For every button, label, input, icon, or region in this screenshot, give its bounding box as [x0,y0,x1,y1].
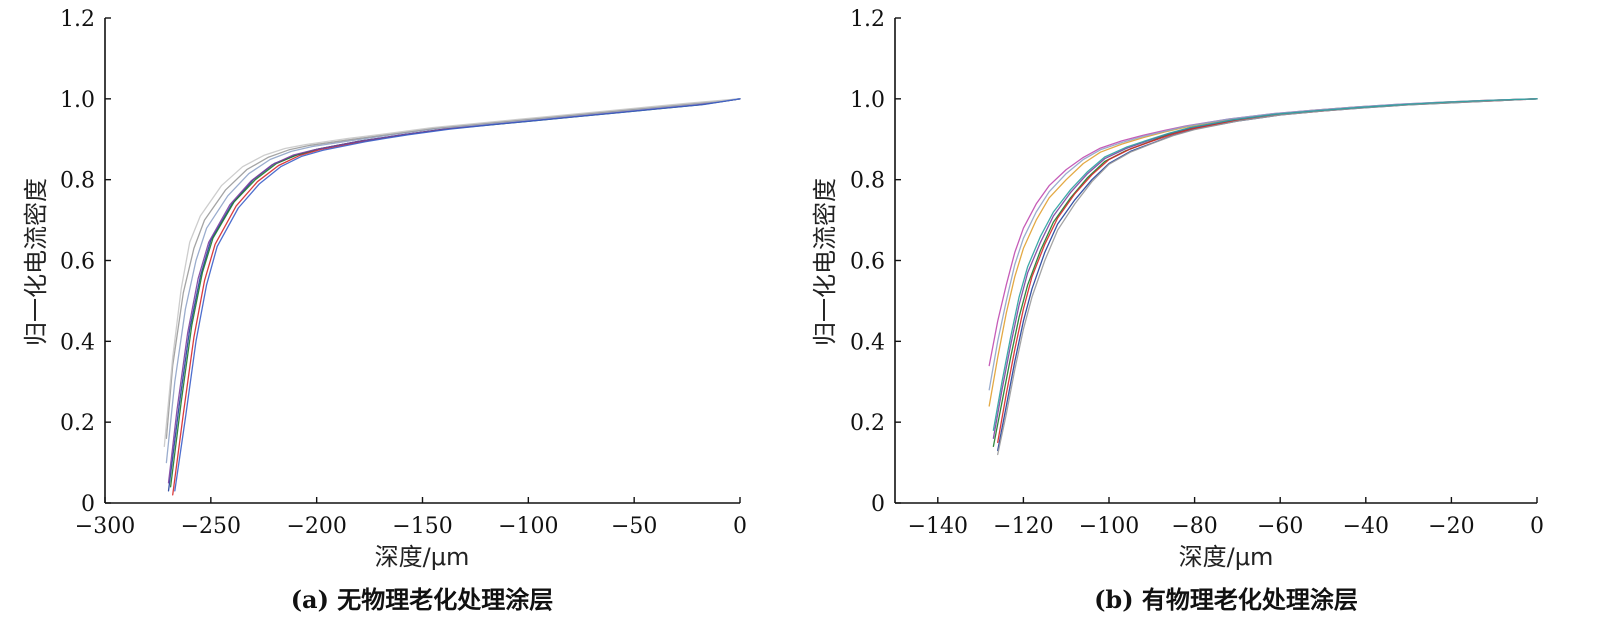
x-tick-label-a: 0 [733,514,747,539]
y-ticks-a: 0 0.2 0.4 0.6 0.8 1.0 1.2 [60,7,111,517]
x-tick-label-a: −200 [286,514,346,539]
y-tick-label-b: 1.0 [850,88,885,113]
y-tick-label-a: 0.6 [60,250,95,275]
x-tick-label-b: −100 [1079,514,1139,539]
series-line-b-7 [988,98,1538,391]
y-tick-label-b: 1.2 [850,7,885,32]
y-axis-label-b: 归一化电流密度 [811,178,839,346]
x-tick-label-a: −300 [75,514,135,539]
series-line-a-1 [167,98,741,492]
series-group-b [988,98,1538,456]
x-tick-label-b: −20 [1428,514,1474,539]
x-ticks-b: −140 −120 −100 −80 −60 −40 −20 0 [908,497,1544,539]
x-tick-label-b: −80 [1171,514,1217,539]
y-ticks-b: 0 0.2 0.4 0.6 0.8 1.0 1.2 [850,7,901,517]
y-tick-label-b: 0.2 [850,411,885,436]
series-line-b-9 [992,98,1538,431]
y-tick-label-b: 0.8 [850,169,885,194]
series-line-b-6 [988,98,1538,367]
y-tick-label-a: 0 [81,492,95,517]
series-line-a-5 [165,98,741,464]
x-tick-label-a: −250 [181,514,241,539]
series-line-b-8 [997,98,1538,456]
x-tick-label-b: −40 [1343,514,1389,539]
series-group-a [163,98,741,496]
series-line-a-8 [174,98,741,492]
caption-a: (a) 无物理老化处理涂层 [291,585,554,614]
series-line-b-2 [992,98,1538,448]
y-tick-label-a: 1.2 [60,7,95,32]
y-tick-label-a: 0.4 [60,330,95,355]
y-axis-label-a: 归一化电流密度 [22,178,50,346]
series-line-b-3 [997,98,1538,444]
y-tick-label-b: 0.4 [850,330,885,355]
series-line-b-5 [988,98,1538,407]
panel-b: −140 −120 −100 −80 −60 −40 −20 0 0 0.2 0.4 0.6 0.8 1… [811,7,1544,614]
series-line-a-6 [165,98,741,439]
x-tick-label-b: 0 [1530,514,1544,539]
x-tick-label-b: −60 [1257,514,1303,539]
x-tick-label-a: −50 [611,514,657,539]
x-tick-label-a: −150 [392,514,452,539]
x-axis-label-b: 深度/μm [1179,543,1274,571]
y-tick-label-a: 1.0 [60,88,95,113]
x-tick-label-b: −120 [993,514,1053,539]
series-line-a-7 [163,98,741,448]
series-line-b-4 [992,98,1538,439]
x-ticks-a: −300 −250 −200 −150 −100 −50 0 [75,497,747,539]
x-axis-label-a: 深度/μm [375,543,470,571]
series-line-a-4 [167,98,741,484]
series-line-a-3 [169,98,741,488]
y-tick-label-b: 0 [871,492,885,517]
caption-b: (b) 有物理老化处理涂层 [1094,585,1358,614]
series-line-b-1 [997,98,1538,452]
y-tick-label-b: 0.6 [850,250,885,275]
x-tick-label-b: −140 [908,514,968,539]
y-tick-label-a: 0.2 [60,411,95,436]
panel-a: −300 −250 −200 −150 −100 −50 0 0 0.2 0.4 0.6 0.8 1.… [22,7,747,614]
y-tick-label-a: 0.8 [60,169,95,194]
x-tick-label-a: −100 [498,514,558,539]
